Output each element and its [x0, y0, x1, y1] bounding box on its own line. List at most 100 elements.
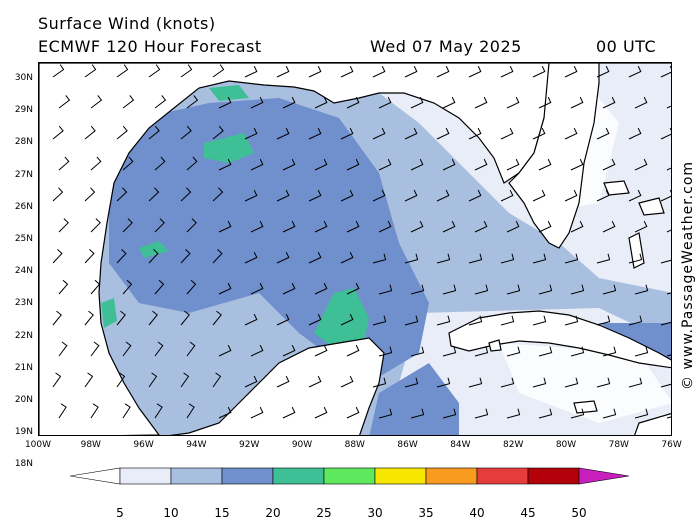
wind-map[interactable]: [38, 62, 672, 436]
wind-barb: [372, 253, 387, 264]
wind-barb: [218, 344, 232, 357]
wind-barb: [180, 64, 193, 78]
wind-barb: [148, 187, 160, 202]
wind-barb: [90, 341, 100, 357]
wind-barb: [244, 65, 258, 78]
wind-barb: [570, 96, 584, 109]
wind-barb: [116, 64, 129, 78]
wind-barb: [628, 377, 643, 388]
wind-barb: [90, 403, 99, 419]
wind-barb: [538, 284, 553, 295]
wind-barb: [564, 189, 578, 202]
wind-barb: [538, 158, 552, 171]
wind-barb: [468, 315, 483, 326]
longitude-label: 84W: [450, 440, 471, 450]
longitude-label: 98W: [80, 440, 101, 450]
latitude-label: 24N: [14, 266, 33, 277]
forecast-date: Wed 07 May 2025: [370, 37, 522, 56]
longitude-label: 90W: [291, 440, 313, 450]
wind-barb: [154, 218, 165, 233]
wind-barb: [474, 96, 488, 109]
wind-barb: [250, 282, 264, 295]
wind-barb: [500, 127, 514, 140]
wind-barb: [314, 220, 328, 233]
wind-barb: [602, 346, 617, 357]
wind-barb: [442, 284, 457, 295]
wind-barb: [282, 344, 296, 357]
legend-tick-label: 45: [520, 506, 536, 520]
wind-barb: [116, 125, 128, 140]
wind-barb: [116, 310, 126, 326]
wind-barb: [212, 187, 224, 202]
wind-barb: [634, 346, 649, 357]
wind-barb: [346, 96, 360, 109]
wind-barb: [90, 218, 101, 233]
longitude-label: 96W: [133, 440, 154, 450]
legend-swatch: [119, 467, 172, 485]
wind-barb: [596, 189, 610, 202]
wind-barb: [564, 253, 579, 264]
wind-barb: [602, 158, 616, 171]
legend-tick-label: 15: [214, 506, 230, 520]
legend-tick-label: 10: [163, 506, 179, 520]
wind-barb: [212, 249, 223, 264]
wind-barb: [468, 189, 482, 202]
wind-barb: [474, 284, 489, 295]
wind-barb: [314, 406, 328, 419]
wind-barb: [596, 253, 611, 264]
wind-barb: [122, 341, 132, 357]
wind-barb: [404, 189, 418, 202]
wind-barb: [404, 253, 419, 264]
wind-barb: [564, 315, 579, 326]
wind-barb: [250, 406, 264, 419]
wind-barb: [276, 65, 290, 78]
wind-barb: [378, 220, 392, 233]
wind-barb: [378, 158, 392, 171]
wind-barb: [84, 187, 96, 202]
wind-barb: [410, 220, 424, 233]
wind-barb: [52, 372, 62, 388]
wind-barb: [660, 65, 671, 78]
wind-barb: [186, 279, 197, 295]
wind-barb: [58, 156, 70, 171]
wind-barb: [218, 220, 232, 233]
wind-barb: [218, 406, 232, 419]
wind-barb: [244, 189, 258, 202]
wind-barb: [404, 65, 418, 78]
wind-barb: [340, 375, 354, 388]
wind-barb: [468, 253, 483, 264]
wind-barb: [308, 65, 322, 78]
wind-barb: [532, 315, 547, 326]
wind-barb: [468, 65, 482, 78]
wind-barb: [212, 310, 222, 326]
wind-barb: [628, 127, 642, 140]
legend-swatch: [374, 467, 427, 485]
longitude-label: 76W: [661, 440, 682, 450]
wind-barb: [340, 189, 354, 202]
wind-barb: [250, 220, 264, 233]
wind-barb: [276, 313, 290, 326]
wind-barb: [436, 189, 450, 202]
wind-barb: [180, 187, 192, 202]
wind-barb: [538, 96, 552, 109]
wind-barb: [180, 125, 192, 140]
wind-barb: [84, 249, 95, 264]
wind-barb: [346, 220, 360, 233]
wind-barb: [308, 127, 322, 140]
wind-barb: [602, 96, 616, 109]
wind-barb: [538, 220, 552, 233]
latitude-label: 21N: [14, 362, 33, 373]
latitude-label: 28N: [14, 137, 33, 148]
wind-barb: [410, 346, 425, 357]
wind-barb: [308, 189, 322, 202]
wind-barb: [404, 377, 419, 388]
wind-barb: [340, 313, 354, 326]
wind-barb: [58, 95, 71, 109]
wind-barb: [52, 125, 64, 140]
longitude-label: 100W: [24, 440, 52, 450]
wind-barb: [532, 253, 547, 264]
wind-barb: [186, 218, 197, 233]
wind-barb: [122, 218, 133, 233]
wind-barb: [250, 344, 264, 357]
wind-barb: [122, 95, 135, 109]
